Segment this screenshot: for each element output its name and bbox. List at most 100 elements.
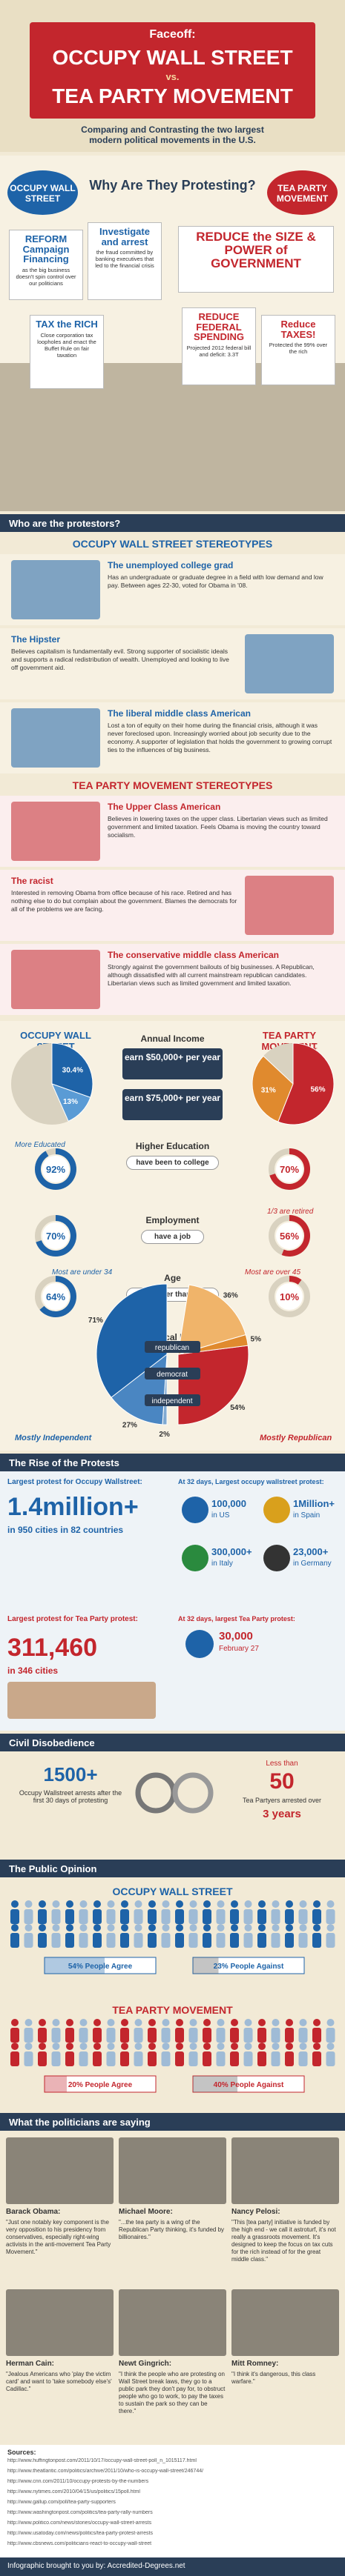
person-head (107, 1924, 115, 1931)
person-body (161, 1933, 171, 1948)
rise-place: in Germany (293, 1560, 332, 1568)
opinion-bar (193, 2076, 237, 2092)
ring-center (276, 1283, 303, 1310)
person-head (203, 1924, 211, 1931)
stereotype-text: Interested in removing Obama from office… (11, 889, 237, 913)
politician-quote: "This [tea party] initiative is funded b… (231, 2219, 336, 2263)
person-body (120, 2028, 129, 2043)
person-head (272, 2019, 280, 2026)
handcuffs (135, 1772, 214, 1814)
person-body (134, 2028, 143, 2043)
person-head (162, 1900, 170, 1908)
sign-title: TAX the RICH (36, 319, 98, 330)
person-body (161, 2028, 171, 2043)
person-head (313, 1924, 321, 1931)
pie-slice (277, 1042, 335, 1125)
tp-sign: REDUCE FEDERAL SPENDING Projected 2012 fe… (182, 307, 256, 385)
person-head (79, 2043, 88, 2050)
politician-name: Nancy Pelosi: (231, 2208, 280, 2216)
stat-center: have a job (141, 1230, 204, 1244)
rise-sub: February 27 (219, 1645, 259, 1653)
stat-note: More Educated (15, 1141, 65, 1149)
person-head (52, 2019, 60, 2026)
section-bar: The Rise of the Protests (0, 1454, 345, 1471)
civil-pre: Less than (266, 1760, 298, 1768)
party-label: 5% (251, 1335, 262, 1343)
sign-title: REDUCE the SIZE & POWER of GOVERNMENT (196, 230, 316, 270)
ring-arc (36, 1215, 76, 1257)
stereotype-text: Strongly against the government bailouts… (108, 963, 315, 988)
ring-arc (35, 1148, 76, 1190)
ring-arc (39, 1276, 76, 1317)
stereotype-name: The unemployed college grad (108, 560, 234, 570)
person-body (230, 2028, 239, 2043)
politician-photo (231, 2137, 339, 2204)
rise-sub: in 950 cities in 82 countries (7, 1525, 124, 1535)
person-body (161, 2051, 171, 2066)
stereotype-name: The Upper Class American (108, 802, 221, 812)
civil-years: 3 years (263, 1808, 301, 1820)
stat-title: Employment (145, 1215, 200, 1225)
opinion-bar (193, 1957, 219, 1974)
person-head (162, 1924, 170, 1931)
person-head (148, 2019, 156, 2026)
person-body (51, 1909, 61, 1924)
politician-quote: "I think it's dangerous, this class warf… (231, 2371, 316, 2385)
stat-title: Annual Income (140, 1034, 205, 1044)
person-head (79, 1900, 88, 1908)
tp-sign: Reduce TAXES! Protected the 99% over the … (261, 315, 335, 385)
source-item: http://www.huffingtonpost.com/2011/10/17… (7, 2458, 197, 2463)
person-body (312, 1933, 321, 1948)
person-head (39, 1924, 46, 1931)
rise-place: in Spain (293, 1511, 321, 1520)
person-body (10, 2051, 19, 2066)
person-head (107, 2019, 115, 2026)
person-body (312, 1909, 321, 1924)
person-body (326, 1933, 335, 1948)
party-label: 36% (223, 1292, 238, 1300)
person-body (312, 2051, 321, 2066)
person-body (79, 2028, 88, 2043)
sources-title: Sources: (7, 2449, 36, 2456)
person-head (272, 1900, 280, 1908)
pie-label: 31% (261, 1086, 276, 1094)
source-item: http://www.usatoday.com/news/politics/te… (7, 2531, 153, 2536)
person-head (148, 2043, 156, 2050)
ring-center (42, 1283, 69, 1310)
stereotype-name: The conservative middle class American (108, 950, 279, 960)
person-head (176, 1924, 183, 1931)
source-item: http://www.cbsnews.com/politicians-react… (7, 2541, 152, 2546)
subtitle: Comparing and Contrasting the two larges… (81, 124, 264, 145)
person-head (39, 2043, 46, 2050)
person-body (243, 2028, 253, 2043)
party-tag-bg (145, 1341, 200, 1353)
person-body (203, 2028, 211, 2043)
sign-text: Close corporation tax loopholes and enac… (37, 331, 96, 359)
opinion-graphics: 54% People Agree 23% People Against 20% Pe… (10, 1900, 335, 2093)
opinion-label: 20% People Agree (68, 2081, 133, 2089)
section-bar: Who are the protestors? (0, 514, 345, 532)
person-body (188, 2028, 198, 2043)
person-body (38, 1933, 47, 1948)
person-body (134, 2051, 143, 2066)
person-head (231, 1924, 238, 1931)
person-head (121, 2019, 128, 2026)
person-body (285, 1909, 294, 1924)
cuff (135, 1772, 177, 1814)
person-body (38, 2028, 47, 2043)
stat-center: earn $75,000+ per year (122, 1089, 223, 1120)
stat-note: Most are over 45 (245, 1268, 301, 1277)
politician-name: Mitt Romney: (231, 2360, 279, 2368)
civil-text: Occupy Wallstreet arrests after the firs… (19, 1789, 122, 1804)
person-head (244, 2043, 252, 2050)
ring-arc (269, 1148, 310, 1190)
politician-name: Barack Obama: (6, 2208, 61, 2216)
flag (182, 1545, 208, 1571)
person-head (272, 1924, 280, 1931)
person-head (148, 1900, 156, 1908)
rise-label: Largest protest for Tea Party protest: (7, 1615, 138, 1623)
person-head (93, 2019, 101, 2026)
rise-label: At 32 days, Largest occupy wallstreet pr… (178, 1478, 324, 1485)
rise-place: in US (211, 1511, 230, 1520)
